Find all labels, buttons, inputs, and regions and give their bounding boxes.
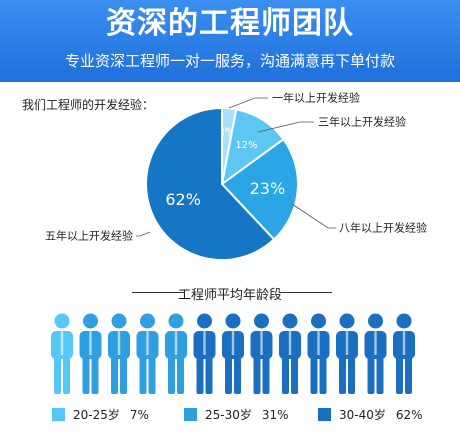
legend-value: 7%: [129, 407, 149, 422]
legend-label: 20-25岁: [73, 408, 120, 422]
age-chart-title: 工程师平均年龄段: [177, 288, 282, 303]
person-icon: [79, 313, 102, 394]
experience-pie-chart: 3%12%23%62%一年以上开发经验三年以上开发经验八年以上开发经验五年以上开…: [45, 91, 427, 261]
divider-right: [280, 292, 332, 293]
pie-leader-line: [136, 231, 151, 237]
legend-item-30-40: 30-40岁 62%: [318, 406, 423, 423]
legend-label: 25-30岁: [205, 408, 252, 422]
legend-swatch: [184, 408, 197, 421]
person-icon: [307, 313, 330, 394]
person-icon: [393, 313, 415, 394]
legend-value: 62%: [395, 407, 423, 422]
header-banner: 资深的工程师团队 专业资深工程师一对一服务，沟通满意再下单付款: [0, 0, 460, 82]
pie-leader-line: [228, 97, 268, 109]
divider-left: [132, 292, 184, 293]
legend-label: 30-40岁: [339, 408, 386, 422]
legend-swatch: [52, 408, 65, 421]
page-subtitle: 专业资深工程师一对一服务，沟通满意再下单付款: [64, 52, 395, 70]
legend-item-20-25: 20-25岁 7%: [52, 406, 149, 423]
person-icon: [108, 313, 130, 394]
pie-slice: [145, 106, 276, 261]
pie-slice-value-label: 62%: [165, 190, 201, 209]
pie-category-label: 三年以上开发经验: [318, 115, 406, 129]
pie-category-label: 五年以上开发经验: [45, 229, 133, 243]
pie-leader-line: [257, 121, 314, 133]
legend-swatch: [318, 408, 331, 421]
pie-category-label: 一年以上开发经验: [272, 91, 360, 105]
person-icon: [165, 313, 187, 394]
pie-category-label: 八年以上开发经验: [339, 221, 427, 235]
person-icon: [193, 313, 216, 394]
pie-slice-value-label: 12%: [235, 140, 257, 151]
person-icon: [222, 313, 244, 394]
person-icon: [364, 313, 387, 394]
pie-slice: [220, 137, 299, 241]
person-icon: [51, 313, 73, 394]
page-title: 资深的工程师团队: [106, 6, 354, 41]
person-icon: [250, 313, 273, 394]
legend-value: 31%: [261, 407, 289, 422]
person-icon: [279, 313, 301, 394]
pie-chart-title: 我们工程师的开发经验：: [22, 98, 155, 112]
person-icon: [336, 313, 358, 394]
age-people-chart: [51, 313, 415, 394]
legend-item-25-30: 25-30岁 31%: [184, 406, 289, 423]
person-icon: [136, 313, 159, 394]
pie-slice-value-label: 23%: [250, 179, 286, 198]
pie-leader-line: [291, 203, 336, 229]
